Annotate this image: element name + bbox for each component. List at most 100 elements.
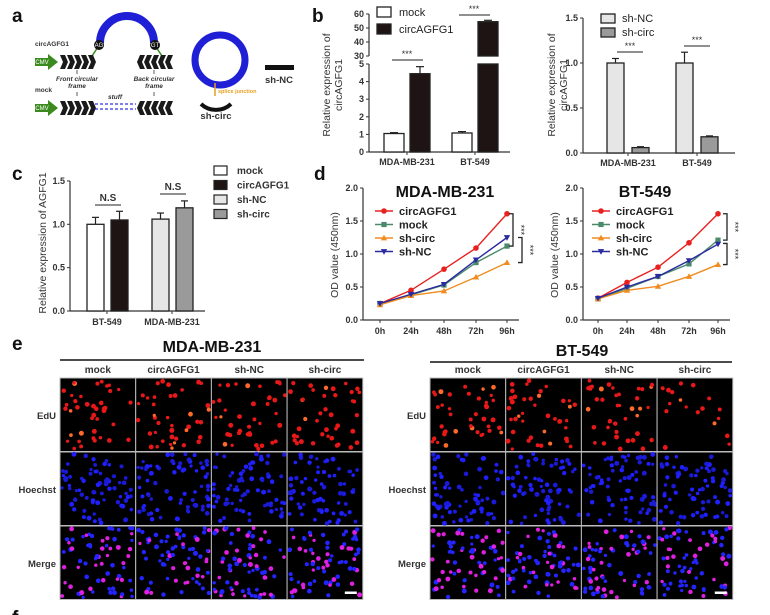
cell-nucleus [695,510,700,515]
cell-nucleus [594,475,600,480]
cell-nucleus [572,577,577,581]
bar-circAGFG1 [110,219,129,312]
cell-nucleus [86,543,90,548]
cell-nucleus [547,488,553,494]
cell-nucleus [173,544,178,549]
cell-nucleus [303,476,308,481]
cell-nucleus [332,473,337,478]
cell-nucleus [232,556,238,562]
scale-bar [344,591,357,594]
cell-nucleus [307,530,312,535]
circrna-ring-icon [191,31,249,89]
cell-nucleus [282,501,287,506]
cell-nucleus [661,556,666,561]
cell-nucleus [680,568,685,574]
cell-nucleus [321,499,326,503]
cell-nucleus [153,480,158,486]
cell-nucleus [609,589,614,595]
cell-nucleus [327,519,332,524]
cell-nucleus [681,515,687,520]
bar-circAGFG1 [409,73,431,153]
cell-nucleus [598,386,604,392]
cell-nucleus [541,529,545,533]
cell-nucleus [70,393,74,398]
marker-square [598,221,604,228]
cell-nucleus [263,503,267,508]
cell-nucleus [460,546,465,551]
cell-nucleus [75,405,80,410]
cell-nucleus [83,453,88,459]
cell-nucleus [243,594,247,598]
cell-nucleus [689,473,694,478]
cell-nucleus [172,470,177,475]
cell-nucleus [274,497,279,502]
cell-nucleus [442,520,447,526]
cell-nucleus [319,509,324,514]
cell-nucleus [312,538,316,542]
cell-nucleus [695,561,699,565]
cell-nucleus [296,580,301,584]
cell-nucleus [662,527,666,531]
cell-nucleus [474,588,479,593]
cell-nucleus [665,564,671,569]
cell-nucleus [84,533,89,538]
cell-nucleus [675,528,681,533]
cell-nucleus [172,393,178,398]
cell-nucleus [445,559,450,564]
cell-nucleus [185,505,190,510]
cell-nucleus [517,488,522,494]
cell-nucleus [76,591,81,596]
cell-nucleus [111,474,117,479]
cell-nucleus [236,527,241,532]
cell-nucleus [181,443,187,448]
cell-nucleus [614,434,619,440]
cell-nucleus [186,457,192,463]
cell-nucleus [505,438,511,444]
cell-nucleus [313,517,317,522]
cell-nucleus [588,466,592,470]
cell-nucleus [241,479,245,483]
cell-nucleus [620,465,625,469]
cell-nucleus [713,515,717,519]
cell-nucleus [447,540,453,546]
cell-nucleus [477,560,482,565]
y-tick-label: 1.0 [565,58,578,68]
cell-nucleus [196,439,201,445]
cell-nucleus [664,409,669,414]
cell-nucleus [258,537,264,542]
cell-nucleus [147,493,151,498]
cell-nucleus [599,478,604,482]
cell-nucleus [522,491,527,495]
legend-label: circAGFG1 [237,181,290,192]
cell-nucleus [573,467,577,471]
cell-nucleus [536,477,542,482]
cell-nucleus [626,552,631,557]
cell-nucleus [298,439,304,445]
cell-nucleus [447,510,452,515]
y-tick-label: 2.0 [345,183,358,193]
cell-nucleus [222,516,227,521]
y-tick-label: 0.5 [345,282,358,292]
cell-nucleus [510,475,515,481]
y-axis-label: circAGFG1 [333,59,345,111]
cell-nucleus [247,546,252,551]
significance-bracket [723,242,728,266]
chart-cck8-bt-549: 0.0 0.5 1.0 1.5 2.0 0h 24h 48h 72h 96h OD value (4… [549,183,740,336]
cell-nucleus [452,509,457,514]
cell-nucleus [123,517,129,523]
cell-nucleus [557,502,562,506]
cell-nucleus [688,538,692,543]
cell-nucleus [489,512,494,516]
cell-nucleus [266,539,272,545]
cell-nucleus [351,537,355,541]
cell-nucleus [603,553,608,558]
cell-nucleus [463,384,468,389]
cell-nucleus [514,464,519,469]
cell-nucleus [635,431,640,437]
cell-nucleus [79,590,85,596]
cmv-promoter-arrow-icon [35,54,58,70]
cell-nucleus [470,535,474,540]
cell-nucleus [331,577,337,582]
cell-nucleus [104,543,109,548]
cell-nucleus [60,594,65,598]
